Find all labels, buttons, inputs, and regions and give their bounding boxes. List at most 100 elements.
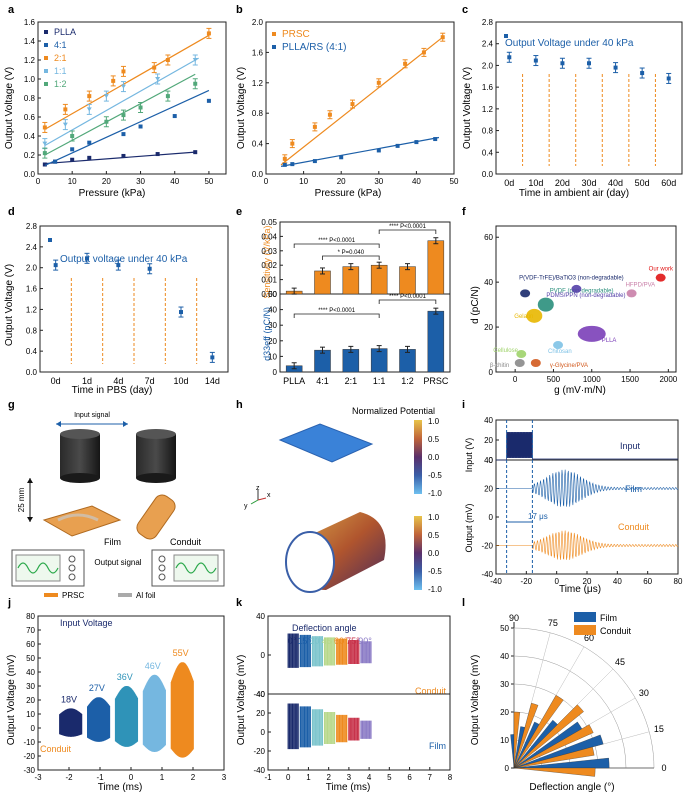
j-ytick-label: 40 bbox=[26, 668, 35, 677]
d-plot-frame bbox=[39, 225, 229, 373]
h-title: Normalized Potential bbox=[352, 406, 435, 416]
l-rtick-label: 10 bbox=[500, 736, 509, 745]
a-legend-label: 1:2 bbox=[54, 79, 67, 89]
panel-letter-i: i bbox=[462, 399, 465, 411]
g-drum-left-bottom bbox=[60, 473, 100, 483]
j-voltage-label: 36V bbox=[117, 672, 133, 682]
a-data-point bbox=[138, 105, 143, 110]
j-ytick-label: -30 bbox=[23, 766, 35, 775]
a-legend-marker bbox=[44, 56, 48, 60]
b-data-point bbox=[440, 35, 445, 40]
d-ytick-label: 1.6 bbox=[26, 285, 38, 294]
f-material-label: HFPD/PVA bbox=[626, 282, 656, 288]
k-title: Deflection angle bbox=[292, 623, 357, 633]
d-ytick-label: 0.0 bbox=[26, 368, 38, 377]
g-knob-l3 bbox=[68, 573, 76, 581]
j-burst bbox=[59, 708, 83, 737]
j-voltage-label: 27V bbox=[89, 683, 105, 693]
a-data-point bbox=[53, 159, 58, 164]
b-data-point bbox=[327, 112, 332, 117]
a-legend-marker bbox=[44, 82, 48, 86]
g-film-sample bbox=[42, 505, 122, 537]
g-legend-al-swatch bbox=[118, 593, 132, 597]
d-data-point bbox=[53, 263, 58, 268]
b-data-point bbox=[312, 159, 317, 164]
g-illustration: Input signal 25 mm Film Conduit Output s… bbox=[11, 412, 225, 600]
a-data-point bbox=[62, 122, 68, 127]
f-material-label: Our work bbox=[649, 267, 674, 273]
g-height-arrows bbox=[27, 478, 33, 522]
c-ytick-label: 2.8 bbox=[482, 18, 494, 27]
j-ytick-label: 50 bbox=[26, 654, 35, 663]
a-data-point bbox=[87, 155, 92, 160]
k-angle-label: 30° bbox=[310, 636, 324, 646]
i-output-ytick-label: 20 bbox=[484, 485, 493, 494]
a-data-point bbox=[193, 150, 198, 155]
e-xtick-label: 2:1 bbox=[345, 376, 358, 386]
k-film-burst bbox=[348, 717, 360, 741]
f-material-label: PLLA bbox=[602, 338, 617, 344]
a-ytick-label: 1.0 bbox=[24, 75, 36, 84]
a-data-point bbox=[121, 132, 126, 137]
d-xtick-label: 7d bbox=[145, 376, 155, 386]
g-knob-r3 bbox=[158, 573, 166, 581]
h-tick-bot-5: -1.0 bbox=[428, 585, 442, 594]
j-ytick-label: 60 bbox=[26, 640, 35, 649]
k-angle-label: 75° bbox=[346, 636, 360, 646]
l-xlabel: Deflection angle (°) bbox=[529, 782, 614, 793]
e-bottom-ytick-label: 40 bbox=[268, 306, 277, 315]
b-ytick-label: 1.6 bbox=[252, 48, 264, 57]
e-top-ytick-label: 0.05 bbox=[261, 218, 277, 227]
b-data-point bbox=[414, 140, 419, 145]
i-xlabel: Time (μs) bbox=[559, 584, 601, 595]
g-knob-r2 bbox=[158, 564, 166, 572]
g-drum-right-bottom bbox=[136, 473, 176, 483]
b-data-point bbox=[376, 148, 381, 153]
b-data-point bbox=[312, 124, 317, 129]
h-film-model bbox=[278, 423, 374, 463]
l-rtick-label: 50 bbox=[500, 624, 509, 633]
l-angle-label: 45 bbox=[615, 657, 625, 667]
e-bottom-sig2-label: **** P<0.0001 bbox=[389, 294, 427, 300]
a-data-point bbox=[121, 69, 126, 74]
i-output-ytick-label: 40 bbox=[484, 456, 493, 465]
c-data-point bbox=[613, 65, 618, 70]
e-top-sig1-label: **** P<0.0001 bbox=[318, 238, 356, 244]
f-material-label: P(VDF-TrFE)/BaTiO3 (non-degradable) bbox=[519, 275, 624, 281]
e-top-bar bbox=[427, 240, 445, 295]
f-plot-frame bbox=[495, 225, 677, 373]
a-fit-line bbox=[44, 73, 196, 156]
j-xtick-label: 2 bbox=[191, 773, 196, 782]
k-film-label: Film bbox=[429, 741, 446, 751]
b-legend-label: PRSC bbox=[282, 29, 310, 40]
a-data-point bbox=[42, 151, 47, 156]
j-xtick-label: 3 bbox=[222, 773, 227, 782]
l-rtick-label: 40 bbox=[500, 652, 509, 661]
c-xtick-label: 20d bbox=[555, 178, 570, 188]
i-input-trace bbox=[496, 431, 678, 461]
c-ytick-label: 0.0 bbox=[482, 170, 494, 179]
f-xtick-label: 1500 bbox=[621, 375, 639, 384]
h-illustration: Normalized Potential 1.0 0.5 0.0 -0.5 -1… bbox=[244, 406, 442, 594]
b-xtick-label: 10 bbox=[299, 177, 308, 186]
panel-letter-h: h bbox=[236, 399, 243, 411]
k-conduit-burst bbox=[336, 638, 348, 665]
l-legend-swatch bbox=[574, 625, 596, 635]
f-material-point bbox=[514, 359, 525, 368]
i-delay-label: 17 μs bbox=[528, 512, 548, 521]
k-film-burst bbox=[287, 703, 299, 750]
k-film-burst bbox=[299, 706, 311, 748]
j-burst bbox=[142, 674, 166, 752]
i-output-ytick-label: -40 bbox=[481, 570, 493, 579]
h-axis-y-line bbox=[250, 499, 259, 505]
panel-letter-c: c bbox=[462, 4, 468, 16]
l-conduit-wedge bbox=[513, 711, 521, 769]
c-ytick-label: 0.4 bbox=[482, 148, 494, 157]
k-angle-label: 60° bbox=[334, 636, 348, 646]
a-ytick-label: 0.0 bbox=[24, 170, 36, 179]
a-data-point bbox=[172, 114, 177, 119]
e-top-bar bbox=[399, 266, 416, 295]
a-data-point bbox=[87, 94, 92, 99]
l-angle-label: 60 bbox=[584, 633, 594, 643]
e-top-bar bbox=[342, 266, 360, 295]
